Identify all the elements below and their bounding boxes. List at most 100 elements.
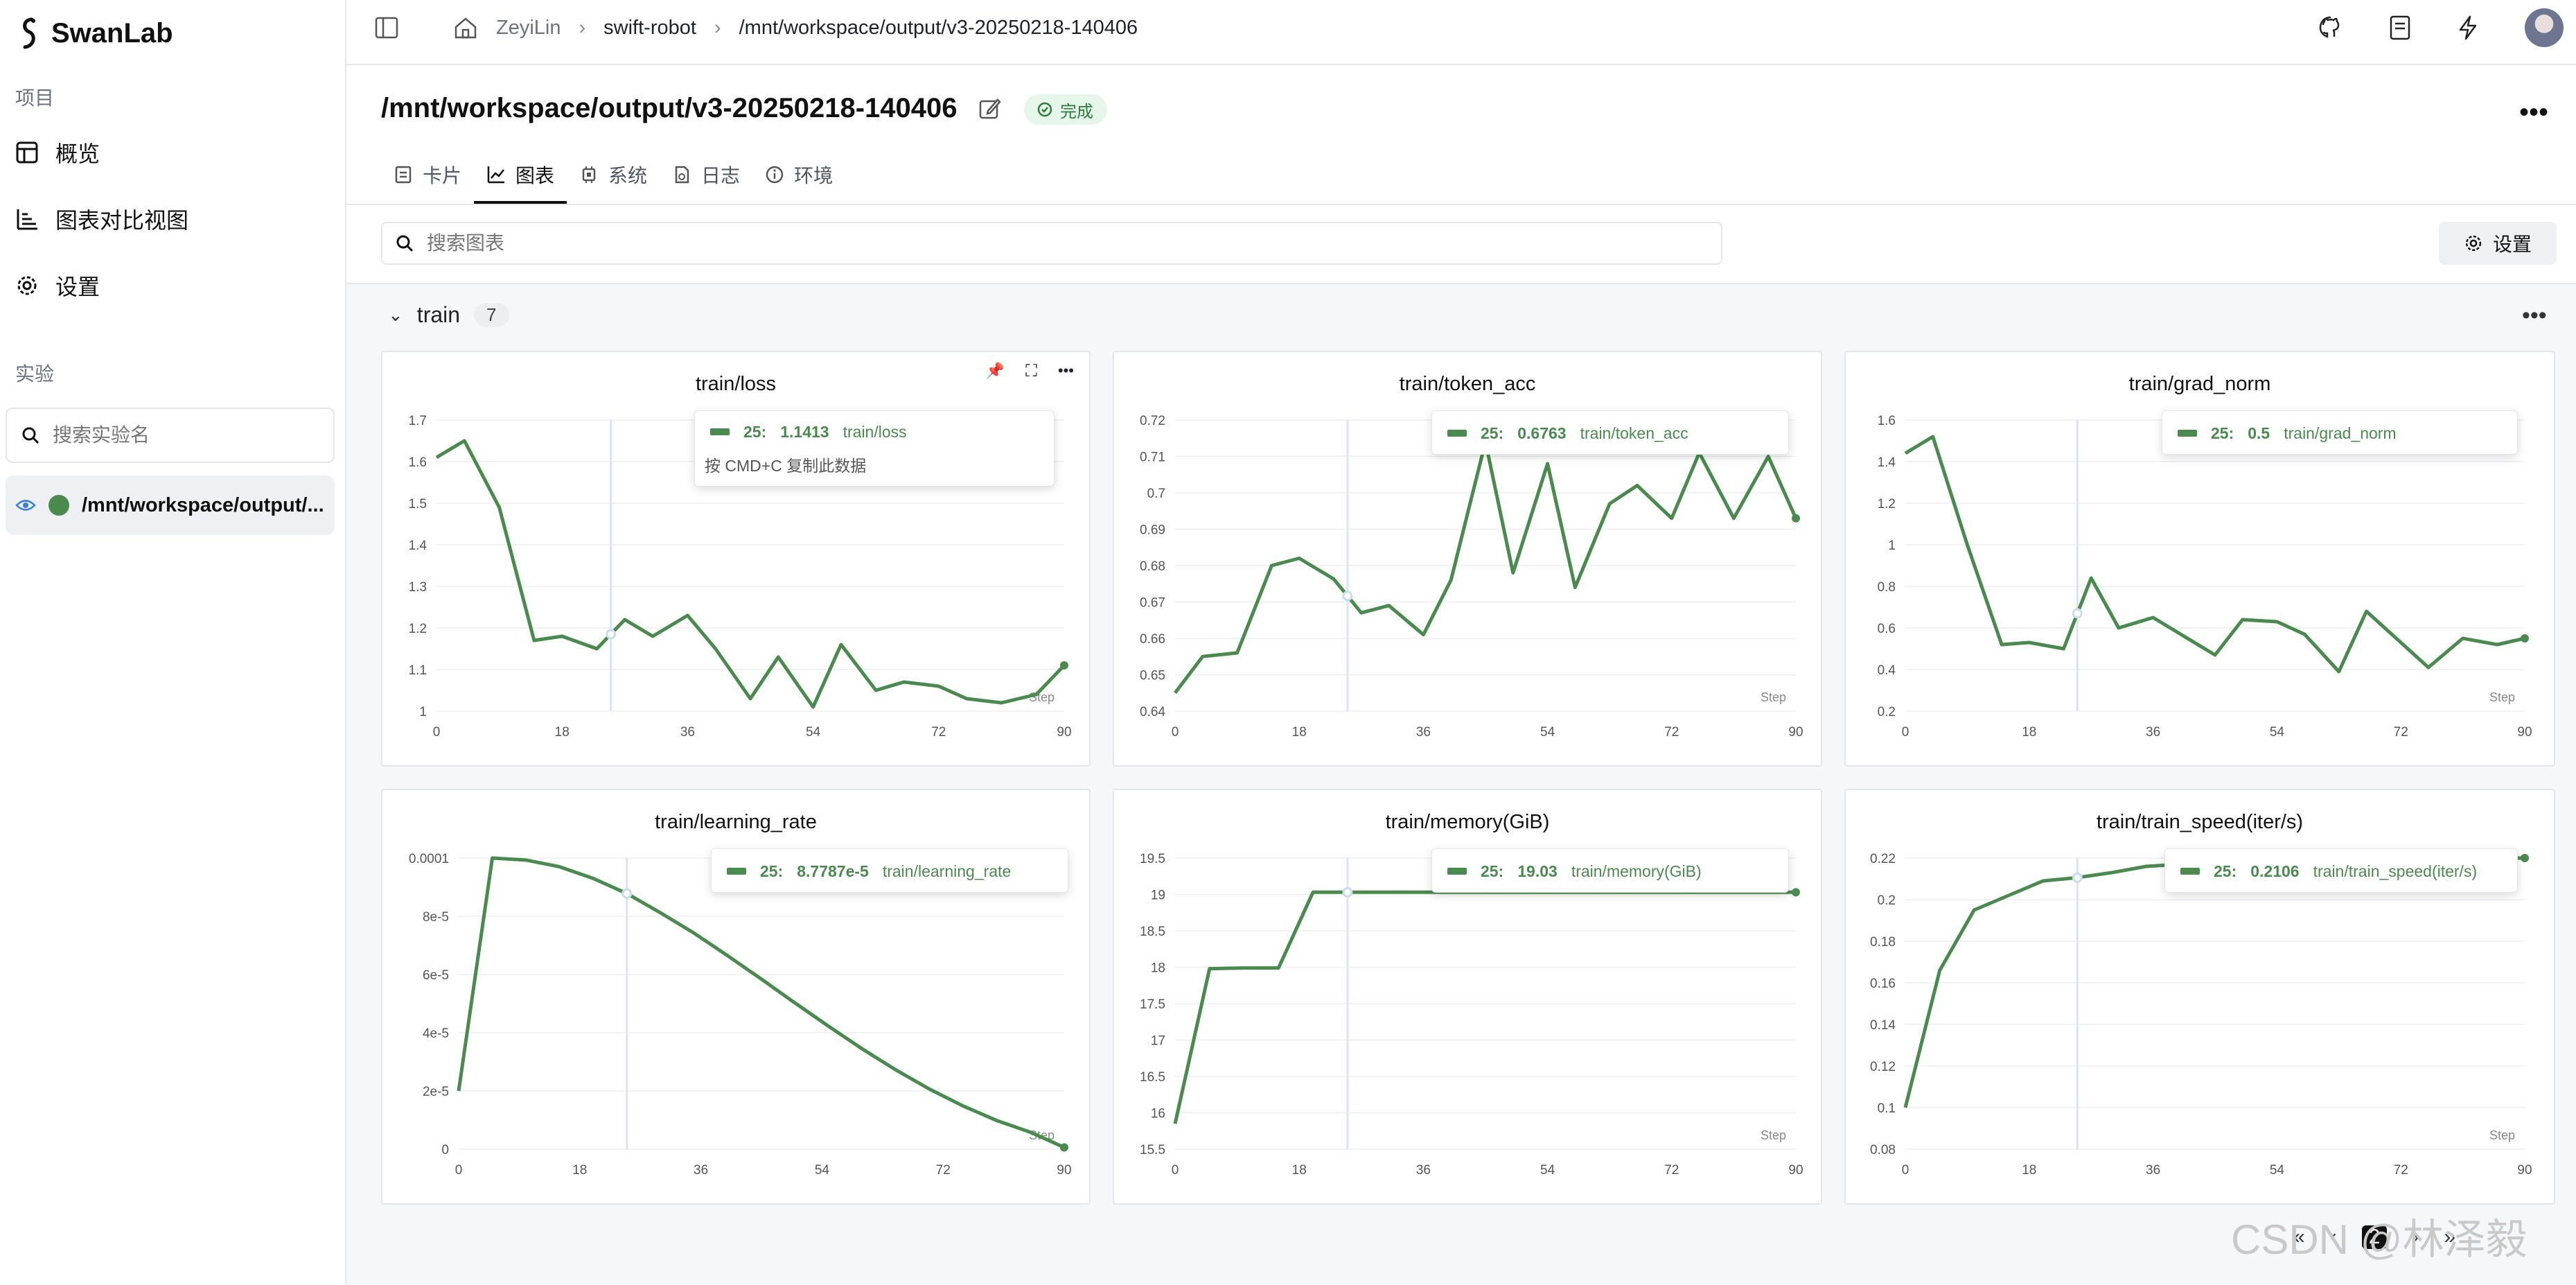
topbar: ZeyiLin › swift-robot › /mnt/workspace/o… [346,0,2576,65]
nav-chart-compare[interactable]: 图表对比视图 [15,197,188,241]
x-tick-label: 72 [936,1163,951,1178]
y-tick-label: 4e-5 [423,1026,449,1041]
y-tick-label: 0.2 [1878,705,1896,719]
experiment-item[interactable]: /mnt/workspace/output/... [6,475,335,535]
line-chart-icon [487,166,505,184]
y-tick-label: 1.3 [409,580,427,595]
chart-panel[interactable]: train/token_acc 0.64 0.65 0.66 0.67 0.68 0.69… [1113,351,1822,767]
x-tick-label: 54 [806,725,821,740]
nav-overview[interactable]: 概览 [15,130,100,175]
x-axis-label: Step [1761,690,1786,704]
tab-card[interactable]: 卡片 [381,148,474,201]
chart-title: train/grad_norm [2128,373,2271,395]
y-tick-label: 16.5 [1140,1070,1165,1085]
chart-settings-button[interactable]: 设置 [2439,222,2557,265]
check-circle-icon [1037,102,1052,117]
y-tick-label: 17.5 [1140,997,1165,1012]
chart-panel[interactable]: train/memory(GiB) 15.5 16 16.5 17 17.5 18 18.5… [1113,789,1822,1205]
current-page[interactable]: 2 [2361,1225,2388,1249]
x-tick-label: 90 [2517,1163,2532,1178]
lightning-icon[interactable] [2457,15,2479,40]
tab-system-label: 系统 [608,165,648,186]
tooltip-value: 19.03 [1517,862,1558,880]
chart-search-input[interactable] [425,231,1675,255]
more-icon[interactable]: ••• [1057,362,1074,379]
tooltip-step: 25: [2214,862,2237,880]
more-options-icon[interactable]: ••• [2518,97,2548,128]
chart-plot[interactable]: 15.5 16 16.5 17 17.5 18 18.5 19 19.5 0 18 36 54 72 90 S… [1114,790,1824,1206]
tooltip-value: 0.2106 [2250,862,2300,880]
tab-card-label: 卡片 [423,165,462,186]
tab-charts[interactable]: 图表 [474,148,567,204]
nav-settings-label: 设置 [55,274,100,299]
logo[interactable]: SwanLab [15,12,173,54]
x-tick-label: 72 [931,725,946,740]
tooltip-value: 0.6763 [1517,423,1567,442]
chevron-down-icon[interactable]: ⌄ [388,304,403,325]
fullscreen-icon[interactable]: ⛶ [1025,362,1037,381]
x-tick-label: 54 [1540,1163,1555,1178]
chart-panel[interactable]: train/train_speed(iter/s) 0.08 0.1 0.12 0.1… [1844,789,2555,1205]
y-tick-label: 17 [1151,1034,1165,1049]
experiment-search[interactable] [6,408,335,463]
prev-page-button[interactable]: ‹ [2329,1225,2337,1248]
next-page-button[interactable]: › [2412,1225,2419,1248]
home-icon[interactable] [453,16,478,40]
x-tick-label: 72 [2394,1163,2408,1178]
tab-charts-label: 图表 [515,165,555,186]
chart-title: train/learning_rate [655,811,817,833]
breadcrumb-user[interactable]: ZeyiLin [496,16,561,39]
gear-icon [17,276,37,295]
github-icon[interactable] [2318,15,2343,40]
y-tick-label: 1 [419,705,427,719]
eye-icon[interactable] [15,498,36,513]
series-endpoint [1792,888,1800,897]
tab-environment[interactable]: 环境 [752,148,845,201]
log-icon [675,166,689,184]
sidebar-toggle-icon[interactable] [374,16,399,40]
y-tick-label: 18 [1151,961,1165,976]
x-tick-label: 72 [2394,725,2408,740]
tooltip-series: train/token_acc [1580,423,1688,442]
chart-panel[interactable]: train/learning_rate 0 2e-5 4e-5 6e-5 8e-5 0.0… [381,789,1091,1205]
chart-settings-label: 设置 [2492,234,2532,255]
y-tick-label: 0.72 [1140,414,1165,428]
x-tick-label: 18 [555,725,570,740]
avatar[interactable] [2525,8,2564,47]
series-line [435,439,1066,709]
x-tick-label: 36 [1416,1163,1431,1178]
tab-logs-label: 日志 [701,165,741,186]
tab-system[interactable]: 系统 [567,148,660,201]
pagination: « ‹ 2 › » [2293,1225,2455,1249]
hover-point [1342,591,1353,602]
first-page-button[interactable]: « [2293,1225,2305,1248]
nav-settings[interactable]: 设置 [15,263,100,308]
chart-group-header[interactable]: ⌄ train 7 [388,302,509,328]
x-axis-label: Step [2489,690,2515,704]
legend-swatch [1447,430,1467,437]
edit-icon[interactable] [978,97,1002,121]
experiment-search-input[interactable] [51,423,317,447]
breadcrumb-experiment[interactable]: /mnt/workspace/output/v3-20250218-140406 [739,16,1138,39]
last-page-button[interactable]: » [2444,1225,2456,1248]
x-tick-label: 0 [455,1163,463,1178]
chart-panel[interactable]: train/loss 📌 ⛶ ••• 1 1.1 1.2 1.3 1.4 1.5 1.6 1.… [381,351,1091,767]
series-endpoint [1792,514,1800,523]
breadcrumb-project[interactable]: swift-robot [603,16,696,39]
tab-logs[interactable]: 日志 [660,148,752,201]
group-count: 7 [474,303,509,327]
y-tick-label: 0.71 [1140,451,1165,465]
table-icon [16,141,38,164]
chart-search[interactable] [381,222,1722,265]
x-tick-label: 90 [2517,725,2532,740]
chart-panel[interactable]: train/grad_norm 0.2 0.4 0.6 0.8 1 1.2 1.4 1.6 0 1… [1844,351,2555,767]
docs-icon[interactable] [2389,15,2411,40]
info-icon [766,166,784,184]
pin-icon[interactable]: 📌 [985,362,1005,379]
x-tick-label: 90 [1057,725,1071,740]
tooltip-step: 25: [760,862,784,880]
chart-plot[interactable]: 0.2 0.4 0.6 0.8 1 1.2 1.4 1.6 0 18 36 54 72 90 Step [1846,352,2557,768]
group-more-icon[interactable]: ••• [2522,302,2547,329]
chart-tooltip: 25: 8.7787e-5 train/learning_rate [711,848,1068,893]
